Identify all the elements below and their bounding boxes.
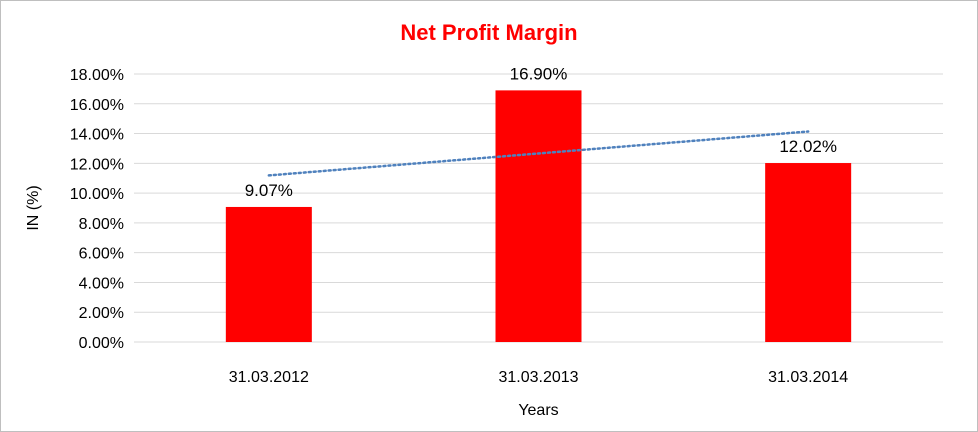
y-axis-ticks: 0.00% 2.00% 4.00% 6.00% 8.00% 10.00% 12.00% 14.… xyxy=(70,67,124,352)
y-tick-label: 18.00% xyxy=(70,67,124,84)
y-axis-label: IN (%) xyxy=(25,185,42,230)
y-tick-label: 6.00% xyxy=(79,246,124,263)
bar xyxy=(495,90,582,342)
x-axis-ticks: 31.03.2012 31.03.2013 31.03.2014 xyxy=(229,369,849,386)
bar xyxy=(765,163,852,342)
y-tick-label: 14.00% xyxy=(70,127,124,144)
data-label: 12.02% xyxy=(779,137,837,156)
data-labels: 9.07% 16.90% 12.02% xyxy=(245,64,837,200)
data-label: 9.07% xyxy=(245,181,293,200)
y-tick-label: 10.00% xyxy=(70,186,124,203)
y-tick-label: 16.00% xyxy=(70,97,124,114)
chart-title: Net Profit Margin xyxy=(400,20,577,45)
x-tick-label: 31.03.2013 xyxy=(498,369,578,386)
x-tick-label: 31.03.2012 xyxy=(229,369,309,386)
bar xyxy=(225,206,312,342)
x-axis-label: Years xyxy=(518,402,558,419)
y-tick-label: 8.00% xyxy=(79,216,124,233)
trendline xyxy=(267,130,810,177)
y-tick-label: 2.00% xyxy=(79,305,124,322)
y-tick-label: 0.00% xyxy=(79,335,124,352)
bars xyxy=(225,90,852,342)
x-tick-label: 31.03.2014 xyxy=(768,369,848,386)
data-label: 16.90% xyxy=(510,64,568,83)
y-tick-label: 12.00% xyxy=(70,156,124,173)
y-tick-label: 4.00% xyxy=(79,275,124,292)
trendline-group xyxy=(267,130,810,177)
